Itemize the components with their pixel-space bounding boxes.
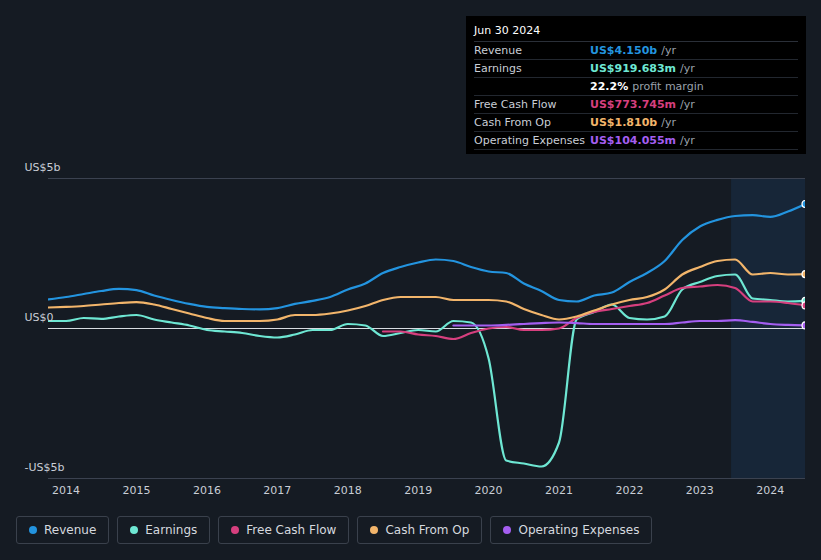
html-text:Earnings: Earnings [474,62,522,75]
svg-text:2023: 2023 [686,484,714,497]
html-text:Free Cash Flow: Free Cash Flow [246,523,337,537]
html-text:Cash From Op: Cash From Op [474,116,551,129]
svg-text:2020: 2020 [475,484,503,497]
html-text:Revenue: Revenue [44,523,97,537]
svg-text:2017: 2017 [263,484,291,497]
svg-text:2024: 2024 [756,484,784,497]
svg-text:2022: 2022 [615,484,643,497]
html-text:US$4.150b /yr: US$4.150b /yr [590,44,676,57]
html-text:US$104.055m /yr: US$104.055m /yr [590,134,695,147]
html-text:Revenue: Revenue [474,44,522,57]
html-text:US$1.810b /yr: US$1.810b /yr [590,116,676,129]
html-text:Earnings: Earnings [145,523,198,537]
svg-text:2019: 2019 [404,484,432,497]
html-text:US$919.683m /yr: US$919.683m /yr [590,62,695,75]
html-text:Free Cash Flow: Free Cash Flow [474,98,557,111]
svg-text:2016: 2016 [193,484,221,497]
svg-text:2021: 2021 [545,484,573,497]
html-text:22.2% profit margin: 22.2% profit margin [590,80,704,93]
svg-text:2018: 2018 [334,484,362,497]
html-text:Cash From Op: Cash From Op [385,523,470,537]
svg-text:US$0: US$0 [25,311,54,324]
svg-text:US$5b: US$5b [25,161,61,174]
svg-text:2014: 2014 [52,484,80,497]
html-text:US$773.745m /yr: US$773.745m /yr [590,98,695,111]
svg-text:-US$5b: -US$5b [25,461,65,474]
html-text:Operating Expenses: Operating Expenses [474,134,585,147]
svg-text:2015: 2015 [123,484,151,497]
html-text:Jun 30 2024: Jun 30 2024 [474,24,541,37]
html-text:Operating Expenses: Operating Expenses [518,523,640,537]
